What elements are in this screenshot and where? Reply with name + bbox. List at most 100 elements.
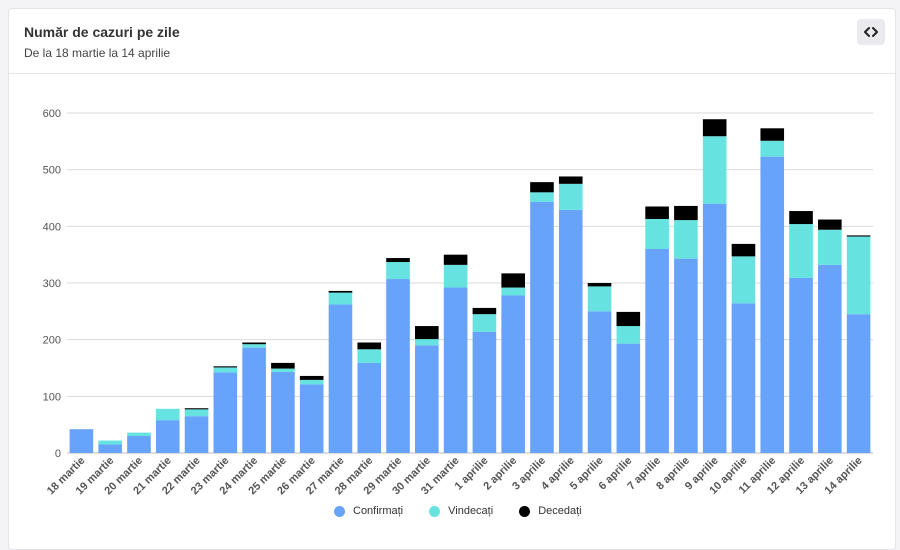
bar-confirmati[interactable] (69, 429, 94, 453)
bar-decedati[interactable] (443, 254, 468, 265)
legend-item-decedati[interactable]: Decedați (519, 505, 582, 517)
bar-decedati[interactable] (271, 362, 295, 369)
y-tick-label: 0 (55, 448, 61, 460)
bar-vindecati[interactable] (155, 408, 180, 421)
bar-vindecati[interactable] (789, 224, 813, 278)
bar-decedati[interactable] (357, 342, 382, 350)
y-tick-label: 500 (43, 165, 61, 177)
bar-vindecati[interactable] (616, 326, 641, 344)
bar-vindecati[interactable] (271, 368, 295, 372)
bar-decedati[interactable] (242, 342, 266, 345)
bar-decedati[interactable] (616, 311, 641, 327)
bar-confirmati[interactable] (271, 371, 295, 453)
bar-vindecati[interactable] (731, 256, 756, 304)
legend-swatch-confirmati (334, 505, 345, 517)
bar-vindecati[interactable] (674, 220, 698, 259)
bar-decedati[interactable] (760, 128, 785, 141)
bar-vindecati[interactable] (645, 218, 669, 249)
bar-decedati[interactable] (674, 205, 698, 221)
bar-vindecati[interactable] (760, 140, 785, 157)
bar-decedati[interactable] (299, 375, 324, 380)
bar-vindecati[interactable] (818, 229, 842, 265)
bar-decedati[interactable] (386, 258, 410, 263)
code-icon (864, 27, 878, 37)
y-tick-label: 400 (43, 221, 61, 233)
bar-vindecati[interactable] (702, 136, 727, 204)
bar-decedati[interactable] (415, 326, 439, 340)
y-tick-label: 200 (43, 335, 61, 347)
bar-confirmati[interactable] (731, 303, 756, 453)
bar-confirmati[interactable] (127, 436, 151, 453)
bar-confirmati[interactable] (789, 277, 813, 453)
legend-item-vindecati[interactable]: Vindecați (429, 505, 493, 517)
y-tick-label: 600 (43, 108, 61, 120)
bar-vindecati[interactable] (846, 236, 871, 315)
bar-vindecati[interactable] (299, 379, 324, 385)
bar-confirmati[interactable] (184, 416, 209, 453)
bar-vindecati[interactable] (242, 344, 266, 348)
bar-confirmati[interactable] (846, 314, 871, 453)
bar-decedati[interactable] (558, 176, 583, 184)
bar-decedati[interactable] (789, 211, 813, 225)
bar-confirmati[interactable] (357, 362, 382, 453)
bar-confirmati[interactable] (818, 264, 842, 453)
bar-vindecati[interactable] (328, 292, 353, 305)
chart-subtitle: De la 18 martie la 14 aprilie (24, 46, 171, 60)
bar-confirmati[interactable] (443, 287, 468, 453)
bar-decedati[interactable] (731, 243, 756, 257)
y-tick-label: 300 (43, 278, 61, 290)
bar-vindecati[interactable] (558, 183, 583, 210)
embed-code-button[interactable] (857, 19, 885, 45)
bar-decedati[interactable] (818, 219, 842, 230)
bar-vindecati[interactable] (443, 264, 468, 288)
bar-confirmati[interactable] (674, 258, 698, 453)
chart-legend: Confirmați Vindecați Decedați (334, 505, 582, 517)
bar-confirmati[interactable] (242, 347, 266, 453)
bar-confirmati[interactable] (645, 249, 669, 453)
legend-swatch-vindecati (429, 505, 441, 517)
legend-label-decedati: Decedați (538, 505, 582, 517)
bar-confirmati[interactable] (472, 331, 497, 453)
bar-vindecati[interactable] (184, 409, 209, 417)
bar-vindecati[interactable] (415, 339, 439, 346)
bar-confirmati[interactable] (98, 444, 122, 454)
bar-confirmati[interactable] (760, 156, 785, 453)
bar-confirmati[interactable] (415, 345, 439, 453)
bar-vindecati[interactable] (530, 192, 554, 202)
bar-confirmati[interactable] (386, 279, 410, 453)
bar-confirmati[interactable] (501, 295, 525, 453)
bar-decedati[interactable] (501, 273, 525, 288)
bar-decedati[interactable] (702, 119, 727, 137)
bar-vindecati[interactable] (98, 440, 122, 445)
legend-item-confirmati[interactable]: Confirmați (334, 505, 403, 517)
bar-vindecati[interactable] (472, 314, 497, 332)
legend-swatch-decedati (519, 505, 531, 517)
bar-confirmati[interactable] (155, 420, 180, 453)
bar-confirmati[interactable] (213, 372, 238, 453)
bar-vindecati[interactable] (386, 262, 410, 280)
bar-decedati[interactable] (213, 366, 238, 368)
bar-confirmati[interactable] (299, 384, 324, 453)
bar-confirmati[interactable] (530, 201, 554, 453)
bar-decedati[interactable] (587, 283, 612, 287)
bar-vindecati[interactable] (213, 367, 238, 373)
chart-title: Număr de cazuri pe zile (24, 24, 180, 40)
y-tick-label: 100 (43, 391, 61, 403)
bar-decedati[interactable] (530, 182, 554, 193)
bar-confirmati[interactable] (558, 209, 583, 453)
bar-confirmati[interactable] (702, 203, 727, 453)
bar-vindecati[interactable] (587, 286, 612, 312)
bar-confirmati[interactable] (616, 343, 641, 453)
bar-decedati[interactable] (846, 235, 871, 237)
bar-decedati[interactable] (328, 290, 353, 293)
bar-vindecati[interactable] (127, 432, 151, 436)
bar-decedati[interactable] (645, 206, 669, 219)
bar-confirmati[interactable] (587, 311, 612, 453)
bar-vindecati[interactable] (357, 349, 382, 363)
bar-decedati[interactable] (472, 307, 497, 315)
bar-vindecati[interactable] (501, 287, 525, 296)
bar-decedati[interactable] (184, 408, 209, 410)
bar-confirmati[interactable] (328, 304, 353, 453)
legend-label-confirmati: Confirmați (353, 505, 404, 517)
